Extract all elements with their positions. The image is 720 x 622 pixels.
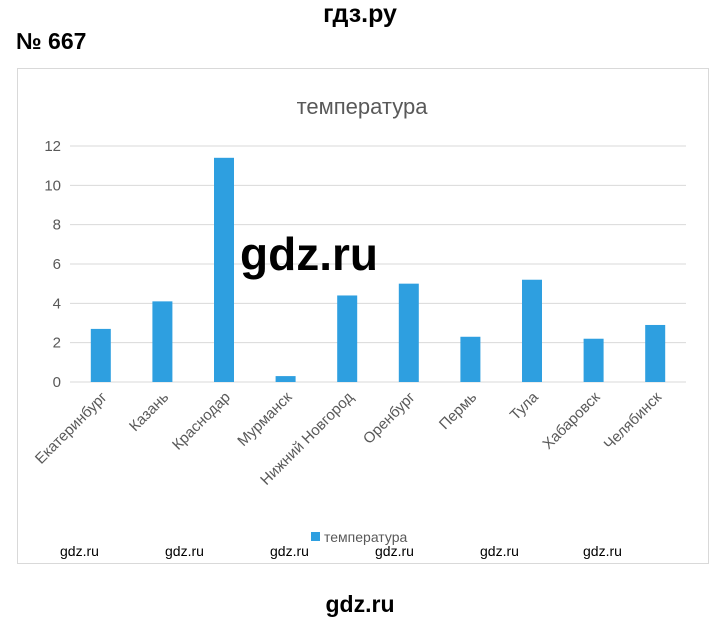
x-tick-label: Оренбург bbox=[360, 388, 419, 447]
bar bbox=[214, 157, 234, 382]
y-tick-label: 12 bbox=[44, 138, 61, 155]
y-tick-label: 8 bbox=[53, 217, 61, 234]
bar bbox=[583, 338, 604, 382]
bar bbox=[460, 336, 481, 382]
chart-title: температура bbox=[297, 94, 429, 119]
bar bbox=[522, 279, 542, 382]
bar bbox=[645, 324, 666, 382]
gridlines bbox=[70, 145, 686, 383]
bar bbox=[398, 283, 419, 382]
y-tick-label: 0 bbox=[53, 374, 61, 391]
x-tick-label: Мурманск bbox=[234, 389, 295, 450]
watermark-footer: gdz.ru bbox=[325, 591, 395, 617]
watermark-2: gdz.ru bbox=[165, 543, 204, 559]
bars bbox=[90, 157, 666, 382]
y-tick-label: 2 bbox=[53, 335, 61, 352]
watermark-4: gdz.ru bbox=[375, 543, 414, 559]
y-axis-ticks: 0 2 4 6 8 10 12 bbox=[44, 138, 61, 391]
legend: температура bbox=[311, 529, 407, 545]
x-tick-label: Хабаровск bbox=[539, 388, 603, 452]
site-title: гдз.ру bbox=[323, 0, 397, 28]
x-tick-label: Пермь bbox=[436, 389, 480, 433]
y-tick-label: 10 bbox=[44, 177, 61, 194]
task-number: № 667 bbox=[16, 28, 87, 54]
y-tick-label: 4 bbox=[53, 295, 61, 312]
watermark-6: gdz.ru bbox=[583, 543, 622, 559]
watermark-center: gdz.ru bbox=[240, 228, 378, 280]
bar bbox=[275, 376, 296, 382]
legend-swatch bbox=[311, 532, 320, 541]
watermark-3: gdz.ru bbox=[270, 543, 309, 559]
x-tick-label: Казань bbox=[126, 389, 172, 435]
x-tick-label: Краснодар bbox=[169, 389, 234, 454]
y-tick-label: 6 bbox=[53, 256, 61, 273]
watermark-1: gdz.ru bbox=[60, 543, 99, 559]
bar bbox=[152, 301, 173, 382]
bar bbox=[337, 295, 358, 382]
x-tick-label: Челябинск bbox=[601, 389, 666, 454]
bar bbox=[90, 328, 111, 382]
x-tick-label: Тула bbox=[507, 388, 543, 424]
legend-label: температура bbox=[324, 529, 407, 545]
chart-frame bbox=[17, 68, 709, 564]
x-tick-label: Екатеринбург bbox=[32, 388, 111, 467]
watermark-5: gdz.ru bbox=[480, 543, 519, 559]
